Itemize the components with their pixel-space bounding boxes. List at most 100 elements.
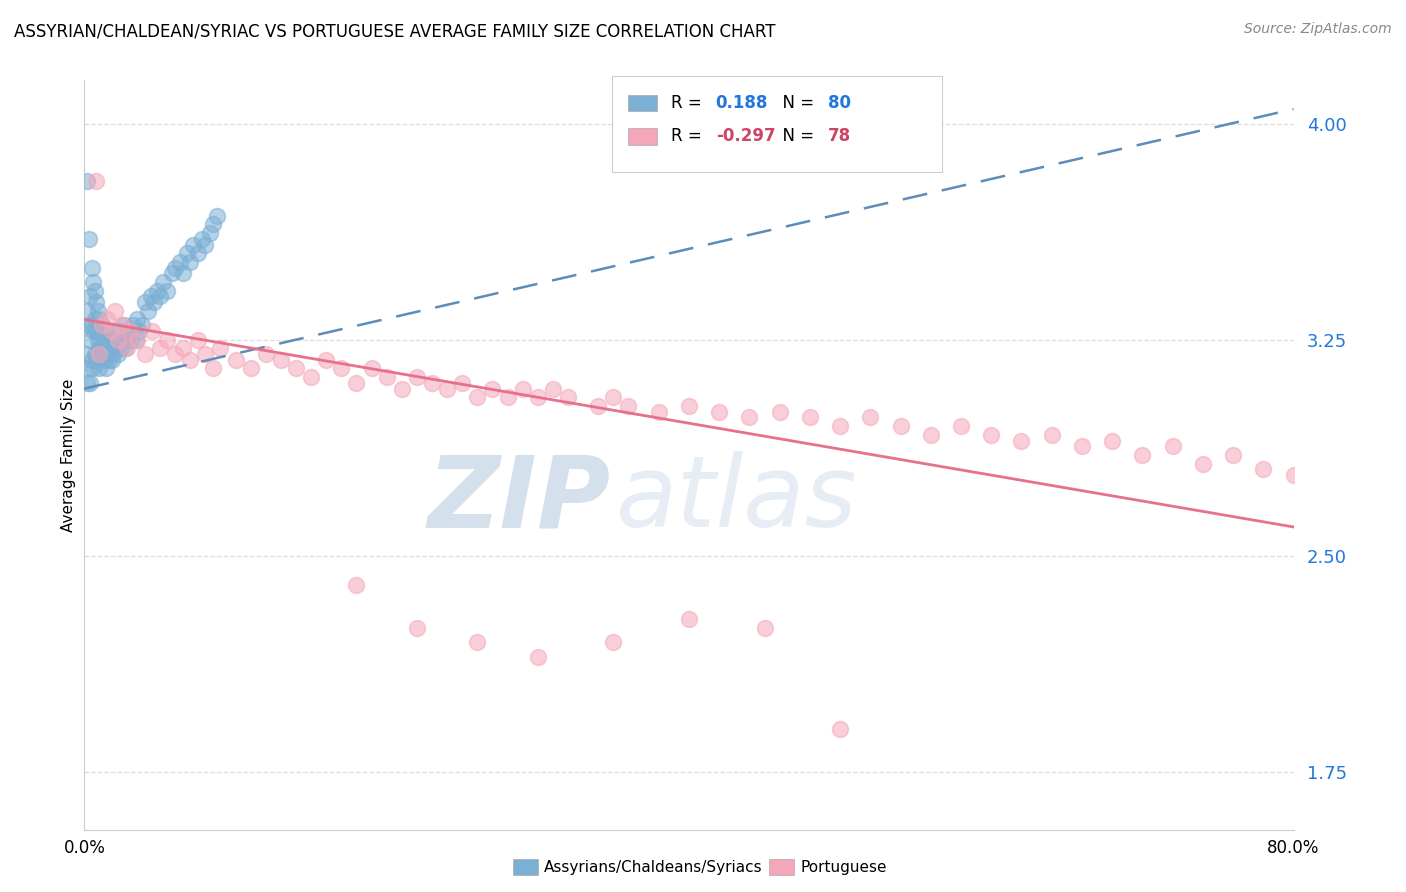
Point (187, 333, 209, 347)
Point (91, 318, 114, 333)
Point (114, 341, 136, 355)
Point (1222, 448, 1244, 462)
Point (512, 382, 534, 396)
Point (89, 312, 111, 326)
Point (1161, 439, 1184, 453)
Point (920, 427, 942, 442)
Point (80, 318, 103, 333)
Point (527, 649, 550, 664)
Point (89, 347, 111, 361)
Point (1282, 468, 1305, 483)
Point (754, 621, 776, 635)
Point (91, 318, 114, 333)
Point (97, 352, 120, 367)
Point (110, 341, 132, 355)
Point (859, 410, 882, 425)
Point (98, 341, 121, 355)
Point (93, 352, 115, 367)
Point (134, 295, 156, 310)
Point (139, 289, 162, 303)
Point (890, 419, 912, 434)
Point (406, 621, 429, 635)
Text: Portuguese: Portuguese (800, 860, 887, 874)
Point (118, 324, 141, 338)
Point (100, 333, 122, 347)
Point (179, 352, 201, 367)
Point (1040, 427, 1063, 442)
Point (127, 312, 149, 326)
Point (82, 275, 104, 289)
Point (77, 361, 100, 376)
Point (82, 361, 104, 376)
Point (270, 352, 292, 367)
Point (191, 232, 214, 246)
Point (1192, 457, 1215, 471)
Point (80, 260, 103, 275)
Point (1011, 434, 1033, 448)
Point (1101, 434, 1123, 448)
Point (1071, 439, 1094, 453)
Point (96, 324, 118, 338)
Point (149, 341, 172, 355)
Point (169, 255, 191, 269)
Point (496, 390, 519, 404)
Point (602, 635, 624, 649)
Point (76, 303, 98, 318)
Point (738, 410, 761, 425)
Point (125, 333, 148, 347)
Point (207, 209, 229, 223)
Point (104, 303, 127, 318)
Point (830, 419, 852, 434)
Point (89, 361, 111, 376)
Point (391, 382, 413, 396)
Point (176, 246, 198, 260)
Point (436, 382, 458, 396)
Text: 80: 80 (828, 94, 851, 112)
Point (201, 361, 224, 376)
Point (346, 577, 368, 591)
Point (602, 390, 624, 404)
Point (451, 376, 474, 390)
Point (86, 295, 108, 310)
Point (239, 361, 262, 376)
Point (557, 390, 579, 404)
Point (91, 341, 114, 355)
Point (541, 382, 564, 396)
Point (136, 303, 159, 318)
Point (709, 405, 731, 419)
Point (77, 232, 100, 246)
Point (181, 237, 204, 252)
Point (121, 318, 143, 333)
Point (112, 318, 135, 333)
Point (678, 612, 700, 626)
Text: Source: ZipAtlas.com: Source: ZipAtlas.com (1244, 22, 1392, 37)
Point (79, 333, 101, 347)
Point (187, 246, 209, 260)
Point (100, 324, 122, 338)
Point (127, 333, 149, 347)
Point (160, 266, 183, 280)
Point (87, 333, 110, 347)
Point (360, 361, 382, 376)
Point (141, 324, 163, 338)
Point (115, 341, 138, 355)
Point (120, 333, 142, 347)
Point (172, 266, 194, 280)
Text: N =: N = (772, 128, 820, 145)
Point (89, 341, 111, 355)
Point (100, 352, 122, 367)
Point (201, 218, 224, 232)
Y-axis label: Average Family Size: Average Family Size (60, 378, 76, 532)
Point (96, 312, 118, 326)
Point (87, 303, 110, 318)
Point (84, 284, 107, 298)
Point (315, 352, 337, 367)
Point (467, 635, 489, 649)
Point (77, 318, 100, 333)
Point (96, 347, 118, 361)
Text: R =: R = (671, 128, 707, 145)
Point (467, 390, 489, 404)
Point (75, 347, 97, 361)
Point (165, 260, 187, 275)
Point (111, 333, 134, 347)
